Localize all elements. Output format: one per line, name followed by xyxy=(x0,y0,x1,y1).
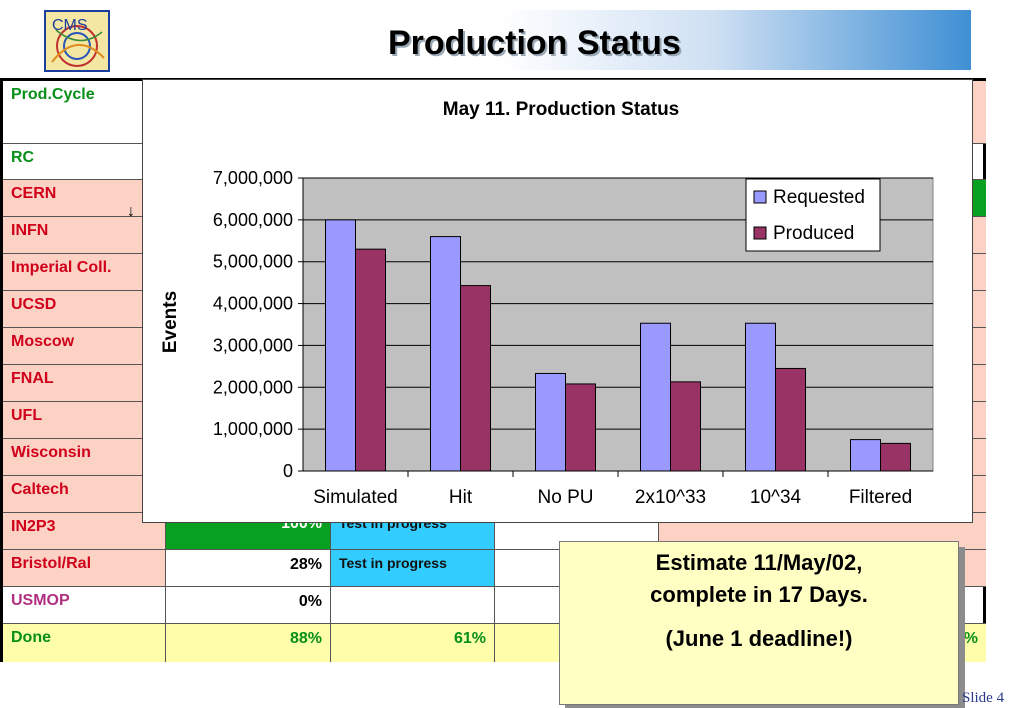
callout-line-1: Estimate 11/May/02, xyxy=(655,550,863,575)
y-tick-label: 1,000,000 xyxy=(213,419,293,439)
site-label: Bristol/Ral xyxy=(11,555,92,572)
bar-produced-4 xyxy=(775,367,806,472)
x-tick-label: No PU xyxy=(538,487,594,508)
header-label: Prod.Cycle xyxy=(11,86,95,103)
y-tick-label: 7,000,000 xyxy=(213,168,293,188)
bar-chart: May 11. Production Status Events 0 1,000,… xyxy=(160,99,934,508)
bar-requested-0 xyxy=(325,219,356,472)
callout-line-3: (June 1 deadline!) xyxy=(665,626,853,651)
row-percent: 0% xyxy=(298,593,322,610)
legend-box xyxy=(745,178,881,252)
page-title: Production Status xyxy=(388,24,681,62)
y-tick-label: 5,000,000 xyxy=(213,252,293,272)
bar-requested-4 xyxy=(745,322,776,472)
x-tick-label: 10^34 xyxy=(750,487,802,508)
x-tick-label: Simulated xyxy=(313,487,398,508)
legend-swatch xyxy=(753,226,767,240)
bar-requested-5 xyxy=(850,439,881,472)
site-label: INFN xyxy=(11,222,49,239)
row-note: Test in progress xyxy=(339,555,447,571)
legend-label: Requested xyxy=(773,187,865,208)
row-percent-2: 61% xyxy=(453,630,486,647)
row-percent: 28% xyxy=(289,556,322,573)
site-label: RC xyxy=(11,149,35,166)
down-arrow-icon: ↓ xyxy=(127,203,135,220)
site-label: UFL xyxy=(11,407,43,424)
y-tick-label: 4,000,000 xyxy=(213,294,293,314)
cms-logo: CMS xyxy=(44,10,110,72)
bar-produced-0 xyxy=(355,248,386,472)
y-axis-label: Events xyxy=(160,291,181,353)
chart-legend: Requested Produced xyxy=(745,178,881,252)
site-label: Imperial Coll. xyxy=(11,259,112,276)
bar-requested-2 xyxy=(535,372,566,472)
chart-panel: May 11. Production Status Events 0 1,000,… xyxy=(142,79,973,523)
table-row: USMOP 0% xyxy=(3,587,986,624)
y-tick-label: 6,000,000 xyxy=(213,210,293,230)
title-bar: Production Status xyxy=(113,10,971,70)
x-tick-label: Filtered xyxy=(849,487,912,508)
x-tick-label: 2x10^33 xyxy=(635,487,706,508)
bar-requested-3 xyxy=(640,322,671,472)
site-label: USMOP xyxy=(11,592,70,609)
estimate-callout: Estimate 11/May/02, complete in 17 Days.… xyxy=(559,541,959,705)
svg-text:CMS: CMS xyxy=(52,17,88,34)
bar-produced-5 xyxy=(880,442,911,472)
row-percent: 88% xyxy=(289,630,322,647)
site-label: Wisconsin xyxy=(11,444,91,461)
bar-produced-1 xyxy=(460,285,491,472)
callout-line-2: complete in 17 Days. xyxy=(650,582,868,607)
site-label: CERN xyxy=(11,185,57,202)
legend-swatch xyxy=(753,190,767,204)
site-label: FNAL xyxy=(11,370,54,387)
y-tick-label: 0 xyxy=(283,461,293,481)
site-label: Caltech xyxy=(11,481,69,498)
chart-title: May 11. Production Status xyxy=(443,99,680,120)
slide-number: Slide 4 xyxy=(962,690,1005,706)
bar-produced-2 xyxy=(565,383,596,472)
legend-label: Produced xyxy=(773,223,854,244)
bar-requested-1 xyxy=(430,236,461,472)
site-label: IN2P3 xyxy=(11,518,56,535)
row-percent-edge: % xyxy=(963,630,978,647)
bar-produced-3 xyxy=(670,381,701,472)
site-label: Moscow xyxy=(11,333,75,350)
x-tick-label: Hit xyxy=(449,487,473,508)
y-tick-label: 3,000,000 xyxy=(213,335,293,355)
site-label: Done xyxy=(11,629,51,646)
y-tick-label: 2,000,000 xyxy=(213,377,293,397)
site-label: UCSD xyxy=(11,296,57,313)
